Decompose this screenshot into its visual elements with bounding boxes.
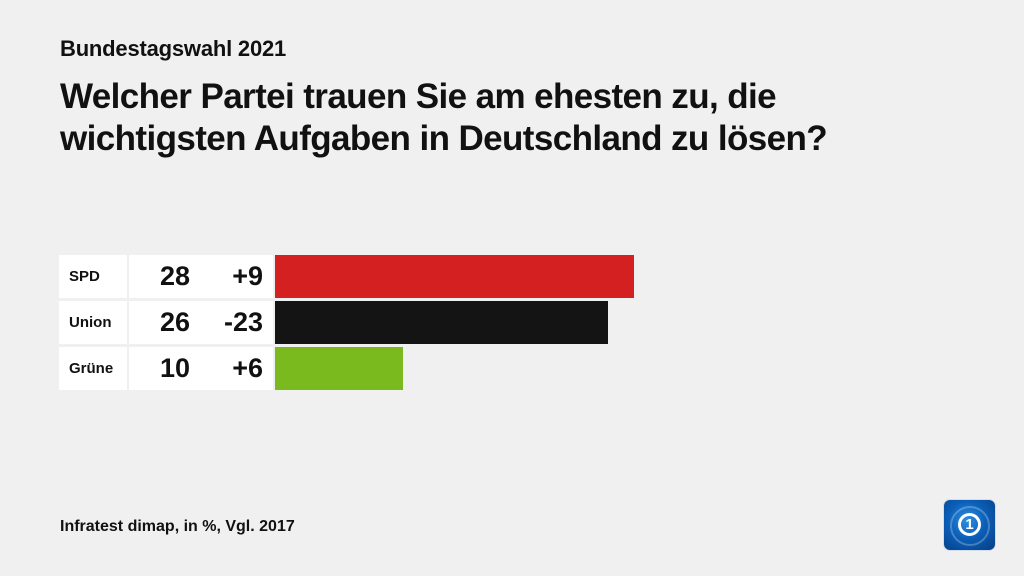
source-note: Infratest dimap, in %, Vgl. 2017 — [60, 518, 295, 535]
party-delta: +9 — [232, 261, 263, 291]
chart-kicker: Bundestagswahl 2021 — [60, 36, 287, 61]
bar-track — [275, 347, 995, 390]
party-delta: +6 — [232, 353, 263, 383]
tagesschau-logo-icon: 1 — [944, 500, 995, 550]
value-cell: 28 +9 — [129, 255, 273, 298]
bar-row-gruene: Grüne 10 +6 — [59, 347, 995, 390]
bar-track — [275, 301, 995, 344]
bar-spd — [275, 255, 634, 298]
party-delta: -23 — [223, 307, 263, 337]
bar-gruene — [275, 347, 403, 390]
one-glyph-icon: 1 — [965, 516, 974, 533]
chart-title: Welcher Partei trauen Sie am ehesten zu,… — [60, 77, 828, 158]
globe-icon — [950, 506, 990, 546]
bar-track — [275, 255, 995, 298]
value-cell: 10 +6 — [129, 347, 273, 390]
party-value: 28 — [159, 261, 190, 291]
party-label: SPD — [59, 255, 127, 298]
ring-icon — [958, 513, 981, 536]
bar-row-union: Union 26 -23 — [59, 301, 995, 344]
bar-chart: SPD 28 +9 Union 26 -23 Grüne 10 +6 — [59, 255, 995, 393]
bar-union — [275, 301, 608, 344]
bar-row-spd: SPD 28 +9 — [59, 255, 995, 298]
party-label: Union — [59, 301, 127, 344]
value-cell: 26 -23 — [129, 301, 273, 344]
party-value: 10 — [159, 353, 190, 383]
party-label: Grüne — [59, 347, 127, 390]
party-value: 26 — [159, 307, 190, 337]
